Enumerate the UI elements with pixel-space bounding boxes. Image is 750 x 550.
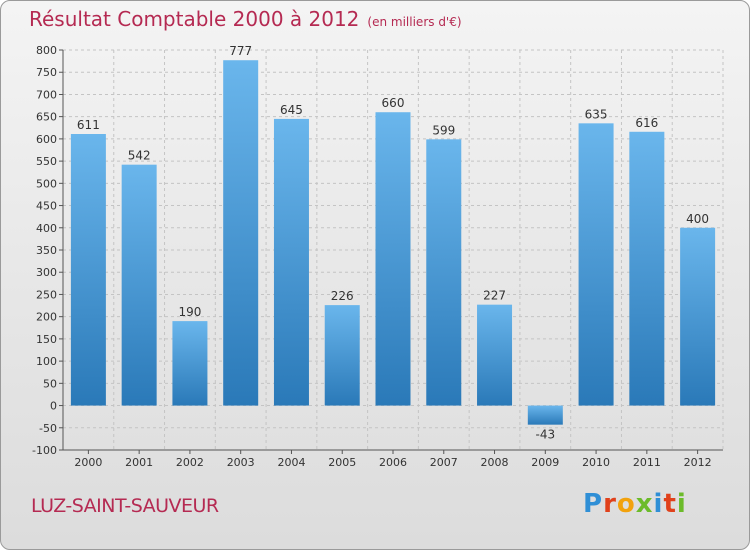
y-tick-label: 0 (50, 400, 57, 413)
bar-value-label: 611 (77, 118, 100, 132)
bars (70, 60, 716, 425)
bar-value-label: 635 (585, 107, 608, 121)
logo-letter: x (635, 489, 654, 519)
bar-value-label: 777 (229, 44, 252, 58)
bar-value-label: 645 (280, 103, 303, 117)
chart-subtitle: (en milliers d'€) (367, 15, 462, 29)
bar-value-label: 400 (686, 212, 709, 226)
y-tick-label: 350 (36, 244, 57, 257)
x-tick-label: 2001 (125, 456, 153, 469)
bar (527, 405, 563, 425)
x-tick-label: 2011 (633, 456, 661, 469)
bar-value-label: 542 (128, 149, 151, 163)
y-tick-label: 550 (36, 155, 57, 168)
logo-letter: i (653, 489, 664, 519)
x-tick-label: 2002 (176, 456, 204, 469)
bar (375, 112, 411, 406)
bar (172, 321, 208, 406)
bar (324, 305, 360, 406)
y-tick-label: 500 (36, 177, 57, 190)
bar (223, 60, 259, 406)
x-tick-label: 2000 (74, 456, 102, 469)
logo-letter: i (676, 489, 687, 519)
bar (121, 164, 157, 406)
y-tick-label: 300 (36, 266, 57, 279)
x-tick-label: 2012 (684, 456, 712, 469)
y-tick-label: 250 (36, 288, 57, 301)
logo-letter: P (583, 489, 604, 519)
y-tick-label: 400 (36, 222, 57, 235)
data-labels: 611 542 190 777 645 226 660 599 227 -43 635 616 400 (77, 44, 709, 441)
bar-value-label: 660 (382, 96, 405, 110)
axes: -100 -50 0 50 100 150 200 250 300 350 400 450 500 550… (32, 44, 723, 469)
y-tick-label: 650 (36, 111, 57, 124)
x-tick-label: 2005 (328, 456, 356, 469)
bar-value-label: 599 (432, 123, 455, 137)
y-tick-label: 600 (36, 133, 57, 146)
bar-value-label: -43 (536, 428, 556, 442)
x-tick-label: 2006 (379, 456, 407, 469)
bar-value-label: 190 (178, 305, 201, 319)
logo-letter: o (616, 489, 636, 519)
y-tick-label: -100 (32, 444, 57, 457)
bar-value-label: 226 (331, 289, 354, 303)
y-tick-label: 50 (43, 377, 57, 390)
logo-letter: r (603, 489, 617, 519)
bar (680, 227, 716, 406)
y-tick-label: 450 (36, 200, 57, 213)
place-name: LUZ-SAINT-SAUVEUR (31, 495, 219, 517)
x-tick-label: 2004 (277, 456, 305, 469)
bar (477, 304, 513, 406)
bar-value-label: 616 (635, 116, 658, 130)
bar (70, 134, 106, 406)
proxiti-logo: Proxiti (583, 489, 687, 519)
chart-title: Résultat Comptable 2000 à 2012 (en millie… (29, 7, 462, 31)
x-tick-label: 2007 (430, 456, 458, 469)
logo-letter: t (663, 489, 677, 519)
bar (629, 131, 665, 406)
x-tick-label: 2010 (582, 456, 610, 469)
bar (426, 139, 462, 406)
y-tick-label: 150 (36, 333, 57, 346)
x-tick-label: 2009 (531, 456, 559, 469)
chart-title-text: Résultat Comptable 2000 à 2012 (29, 7, 360, 31)
y-tick-label: 800 (36, 44, 57, 57)
bar-value-label: 227 (483, 289, 506, 303)
x-tick-label: 2008 (481, 456, 509, 469)
y-tick-label: 100 (36, 355, 57, 368)
x-tick-label: 2003 (227, 456, 255, 469)
y-tick-label: 750 (36, 66, 57, 79)
y-tick-label: 200 (36, 311, 57, 324)
y-tick-label: -50 (39, 422, 57, 435)
bar (273, 118, 309, 406)
y-tick-label: 700 (36, 88, 57, 101)
bar (578, 123, 614, 406)
